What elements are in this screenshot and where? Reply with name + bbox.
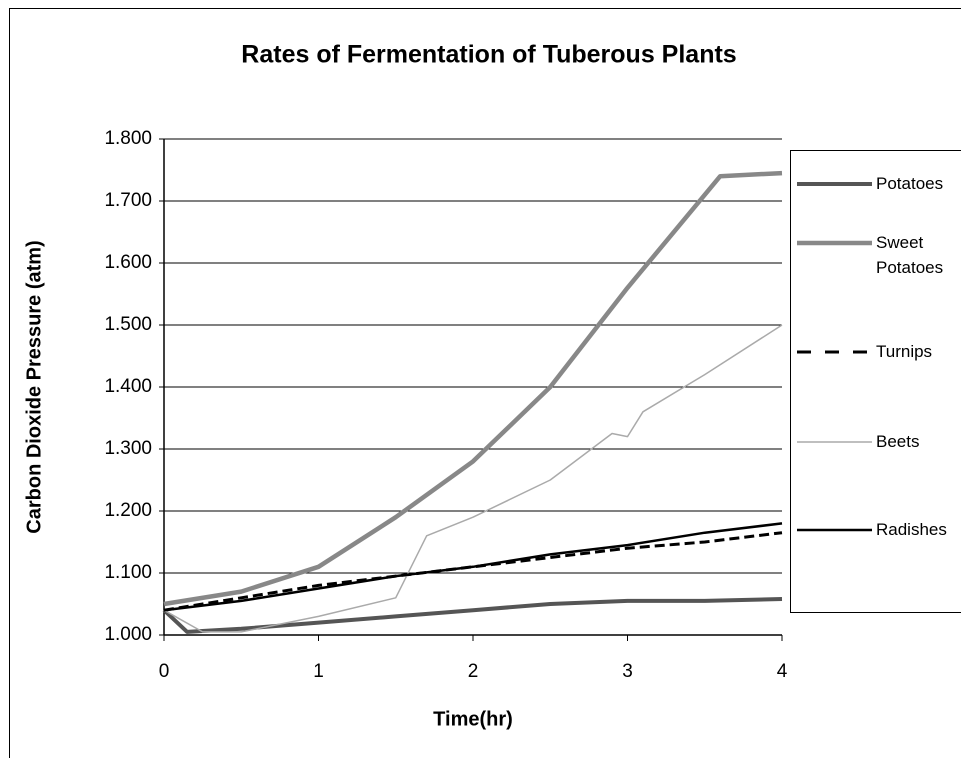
y-tick-label: 1.600: [104, 252, 152, 273]
legend-item: Beets: [876, 432, 920, 451]
y-axis-label: Carbon Dioxide Pressure (atm): [23, 240, 45, 533]
legend-label: Turnips: [876, 342, 933, 361]
y-tick-label: 1.200: [104, 500, 152, 521]
x-tick-label: 2: [468, 661, 479, 682]
legend-label: Beets: [876, 432, 920, 451]
legend-item: Potatoes: [876, 174, 944, 193]
series-line: [162, 597, 783, 634]
series-line: [163, 531, 783, 612]
y-tick-label: 1.300: [104, 438, 152, 459]
x-axis-label: Time(hr): [433, 708, 513, 730]
legend-label: Potatoes: [876, 174, 944, 193]
x-tick-label: 4: [777, 661, 788, 682]
series-line: [163, 522, 783, 612]
legend-label: Radishes: [876, 520, 947, 539]
legend-item: Turnips: [876, 342, 933, 361]
y-tick-label: 1.100: [104, 562, 152, 583]
legend-item: Sweet Potatoes: [876, 233, 944, 277]
series-line: [163, 170, 783, 607]
y-tick-label: 1.000: [104, 624, 152, 645]
x-tick-label: 3: [622, 661, 633, 682]
legend-box: [790, 150, 961, 613]
y-tick-label: 1.400: [104, 376, 152, 397]
y-tick-label: 1.700: [104, 190, 152, 211]
y-tick-label: 1.500: [104, 314, 152, 335]
legend-item: Radishes: [876, 520, 947, 539]
chart-title: Rates of Fermentation of Tuberous Plants: [241, 41, 736, 69]
series-line: [163, 324, 783, 633]
x-tick-label: 1: [313, 661, 324, 682]
y-tick-label: 1.800: [104, 128, 152, 149]
x-tick-label: 0: [159, 661, 170, 682]
legend-label: Sweet Potatoes: [876, 233, 944, 277]
